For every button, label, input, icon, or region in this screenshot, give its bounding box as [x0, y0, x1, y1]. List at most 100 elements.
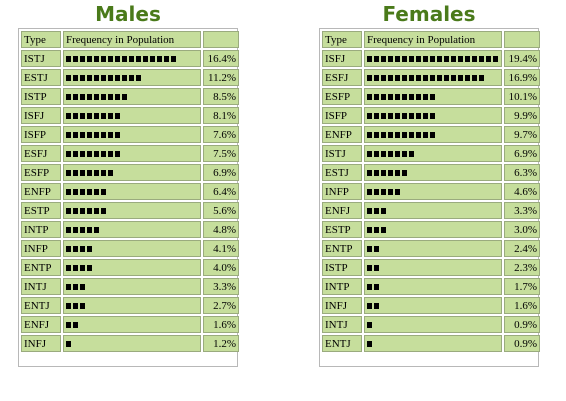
females-frequency-bar-cell	[364, 202, 502, 219]
males-bar-segment	[115, 112, 120, 119]
females-frequency-bar-cell	[364, 107, 502, 124]
males-bar-segment	[122, 74, 127, 81]
males-bar-segment	[87, 74, 92, 81]
females-bar-segment	[374, 283, 379, 290]
males-frequency-bar	[66, 260, 198, 275]
females-type-cell: INTP	[322, 278, 362, 295]
females-bar-segment	[367, 150, 372, 157]
females-bar-segment	[367, 302, 372, 309]
males-bar-segment	[73, 112, 78, 119]
males-type-cell: ENFJ	[21, 316, 61, 333]
males-row-enfp: ENFP 6.4%	[21, 183, 239, 200]
females-bar-segment	[458, 55, 463, 62]
females-bar-segment	[367, 93, 372, 100]
males-frequency-bar-cell	[63, 316, 201, 333]
males-bar-segment	[101, 55, 106, 62]
females-header-type: Type	[322, 31, 362, 48]
males-bar-segment	[87, 264, 92, 271]
females-header-percent	[504, 31, 540, 48]
females-bar-segment	[465, 55, 470, 62]
females-bar-segment	[367, 340, 372, 347]
females-bar-segment	[367, 169, 372, 176]
males-type-cell: ISTP	[21, 88, 61, 105]
females-frequency-bar-cell	[364, 183, 502, 200]
females-row-infj: INFJ 1.6%	[322, 297, 540, 314]
females-frequency-bar-cell	[364, 240, 502, 257]
females-bar-segment	[381, 188, 386, 195]
males-bar-segment	[66, 207, 71, 214]
females-bar-segment	[388, 169, 393, 176]
males-frequency-bar-cell	[63, 259, 201, 276]
females-table-frame: Type Frequency in Population ISFJ 19.4% ES…	[319, 28, 542, 367]
females-frequency-bar	[367, 279, 499, 294]
females-row-estj: ESTJ 6.3%	[322, 164, 540, 181]
females-bar-segment	[416, 74, 421, 81]
females-frequency-bar-cell	[364, 164, 502, 181]
females-bar-segment	[451, 55, 456, 62]
females-bar-segment	[423, 93, 428, 100]
females-bar-segment	[409, 112, 414, 119]
males-table-body: Type Frequency in Population ISTJ 16.4% ES…	[21, 31, 239, 352]
females-header-frequency: Frequency in Population	[364, 31, 502, 48]
males-percent-cell: 7.5%	[203, 145, 239, 162]
males-row-intj: INTJ 3.3%	[21, 278, 239, 295]
females-frequency-bar-cell	[364, 335, 502, 352]
males-bar-segment	[115, 150, 120, 157]
females-bar-segment	[381, 93, 386, 100]
males-bar-segment	[73, 150, 78, 157]
females-type-cell: ISFP	[322, 107, 362, 124]
males-bar-segment	[115, 93, 120, 100]
females-table-body: Type Frequency in Population ISFJ 19.4% ES…	[322, 31, 540, 352]
males-frequency-bar	[66, 298, 198, 313]
females-type-cell: ESFJ	[322, 69, 362, 86]
females-bar-segment	[416, 131, 421, 138]
males-bar-segment	[80, 226, 85, 233]
females-percent-cell: 6.3%	[504, 164, 540, 181]
males-bar-segment	[171, 55, 176, 62]
females-bar-segment	[416, 55, 421, 62]
males-bar-segment	[66, 283, 71, 290]
males-bar-segment	[80, 264, 85, 271]
males-title: Males	[95, 2, 161, 26]
males-header-type: Type	[21, 31, 61, 48]
females-frequency-bar-cell	[364, 145, 502, 162]
females-type-cell: INTJ	[322, 316, 362, 333]
females-row-isfp: ISFP 9.9%	[322, 107, 540, 124]
males-type-cell: ISFJ	[21, 107, 61, 124]
females-bar-segment	[374, 264, 379, 271]
females-bar-segment	[430, 74, 435, 81]
males-row-intp: INTP 4.8%	[21, 221, 239, 238]
females-percent-cell: 16.9%	[504, 69, 540, 86]
males-bar-segment	[73, 321, 78, 328]
females-row-enfp: ENFP 9.7%	[322, 126, 540, 143]
males-frequency-bar	[66, 146, 198, 161]
females-bar-segment	[486, 55, 491, 62]
females-bar-segment	[395, 150, 400, 157]
females-bar-segment	[381, 226, 386, 233]
males-bar-segment	[101, 150, 106, 157]
females-bar-segment	[374, 207, 379, 214]
males-bar-segment	[66, 112, 71, 119]
males-table: Type Frequency in Population ISTJ 16.4% ES…	[19, 29, 241, 354]
females-frequency-bar	[367, 146, 499, 161]
males-bar-segment	[73, 283, 78, 290]
females-type-cell: ESTJ	[322, 164, 362, 181]
females-percent-cell: 2.3%	[504, 259, 540, 276]
males-frequency-bar-cell	[63, 145, 201, 162]
males-frequency-bar-cell	[63, 335, 201, 352]
males-type-cell: INFJ	[21, 335, 61, 352]
females-bar-segment	[409, 131, 414, 138]
males-row-infj: INFJ 1.2%	[21, 335, 239, 352]
males-bar-segment	[157, 55, 162, 62]
females-bar-segment	[430, 131, 435, 138]
females-bar-segment	[381, 131, 386, 138]
males-bar-segment	[73, 207, 78, 214]
females-bar-segment	[388, 150, 393, 157]
females-type-cell: ISTJ	[322, 145, 362, 162]
males-header-frequency: Frequency in Population	[63, 31, 201, 48]
females-row-intj: INTJ 0.9%	[322, 316, 540, 333]
females-table: Type Frequency in Population ISFJ 19.4% ES…	[320, 29, 542, 354]
females-bar-segment	[458, 74, 463, 81]
females-bar-segment	[395, 169, 400, 176]
females-frequency-bar	[367, 222, 499, 237]
